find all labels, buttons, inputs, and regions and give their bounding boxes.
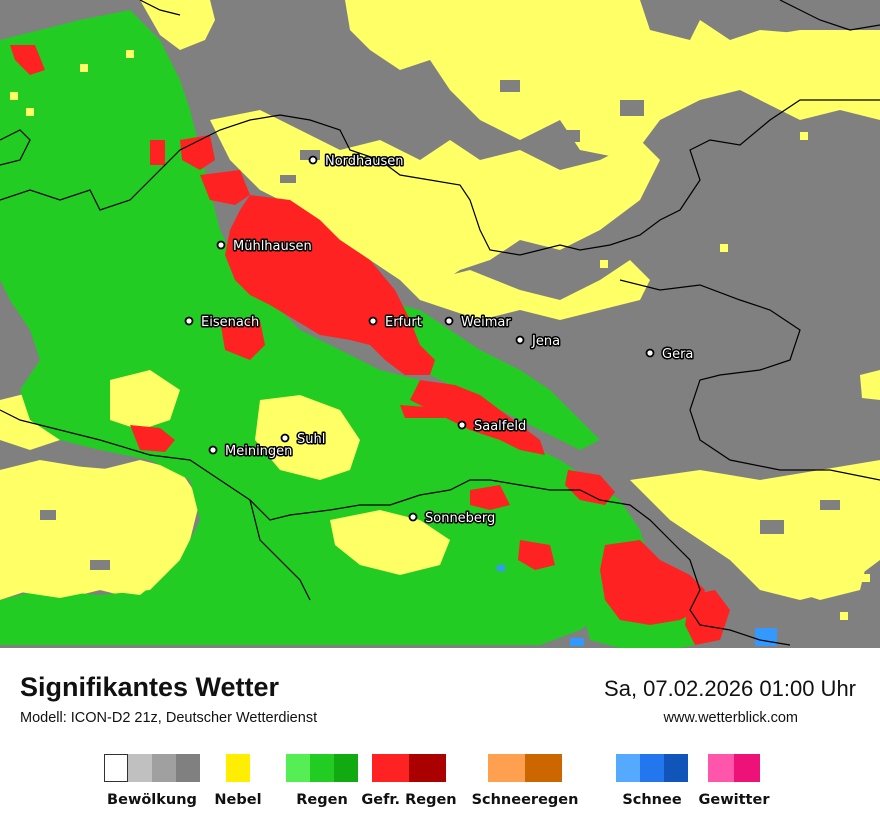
forecast-datetime: Sa, 07.02.2026 01:00 Uhr [604,676,856,701]
city-label: Gera [662,347,693,362]
legend-swatch [525,754,562,782]
legend-swatch [640,754,664,782]
city-label: Weimar [461,315,511,330]
model-info: Modell: ICON-D2 21z, Deutscher Wetterdie… [20,710,318,726]
city-nordhausen: Nordhausen [308,153,405,171]
map-title: Signifikantes Wetter [20,672,280,702]
legend-swatch [708,754,734,782]
legend-swatch [310,754,334,782]
legend-schneeregen: Schneeregen [472,754,578,808]
city-label: Erfurt [385,315,422,330]
city-label: Meiningen [225,444,292,459]
legend-label: Schnee [622,792,682,808]
legend-swatch [104,754,128,782]
legend-swatch [176,754,200,782]
website-link[interactable]: www.wetterblick.com [663,710,798,726]
border-lines [0,0,880,646]
legend-regen: Regen [286,754,358,808]
legend-swatch [286,754,310,782]
city-sonneberg: Sonneberg [408,510,497,528]
city-label: Eisenach [201,315,259,330]
legend-label: Nebel [214,792,262,808]
city-label: Suhl [297,432,325,447]
city-meiningen: Meiningen [208,443,294,461]
city-gera: Gera [645,346,695,364]
legend-swatch [152,754,176,782]
legend-swatch [734,754,760,782]
city-saalfeld: Saalfeld [457,418,528,436]
map-canvas: Nordhausen Mühlhausen Eisenach Erfurt We… [0,0,880,648]
legend-swatch [372,754,409,782]
city-label: Sonneberg [425,511,495,526]
city-erfurt: Erfurt [368,314,423,332]
legend-label: Regen [296,792,348,808]
city-weimar: Weimar [444,314,513,332]
city-label: Mühlhausen [233,239,312,254]
legend-bewoelkung: Bewölkung [104,754,200,808]
legend-label: Schneeregen [471,792,579,808]
city-label: Saalfeld [474,419,526,434]
legend-schnee: Schnee [616,754,688,808]
legend-label: Gewitter [698,792,770,808]
legend-swatch [409,754,446,782]
map-footer: Signifikantes Wetter Modell: ICON-D2 21z… [0,648,880,830]
legend-gefr-regen: Gefr. Regen [361,754,457,808]
city-eisenach: Eisenach [184,314,261,332]
fog-areas-inner [0,370,450,598]
legend-swatch [128,754,152,782]
legend-swatch [226,754,250,782]
city-jena: Jena [515,333,562,351]
fog-pixels [10,50,870,620]
city-markers: Nordhausen Mühlhausen Eisenach Erfurt We… [184,153,695,528]
weather-map: Nordhausen Mühlhausen Eisenach Erfurt We… [0,0,880,648]
legend-swatch [616,754,640,782]
city-muehlhausen: Mühlhausen [216,238,313,256]
legend-swatch [488,754,525,782]
legend-nebel: Nebel [214,754,262,808]
city-label: Nordhausen [325,154,404,169]
legend-label: Gefr. Regen [361,792,457,808]
legend-gewitter: Gewitter [699,754,769,808]
legend-swatch [664,754,688,782]
freezing-rain-areas [10,45,730,645]
legend-label: Bewölkung [107,792,197,808]
cloud-pixels [40,80,840,570]
city-suhl: Suhl [280,431,327,449]
legend-swatch [334,754,358,782]
city-label: Jena [531,334,560,349]
